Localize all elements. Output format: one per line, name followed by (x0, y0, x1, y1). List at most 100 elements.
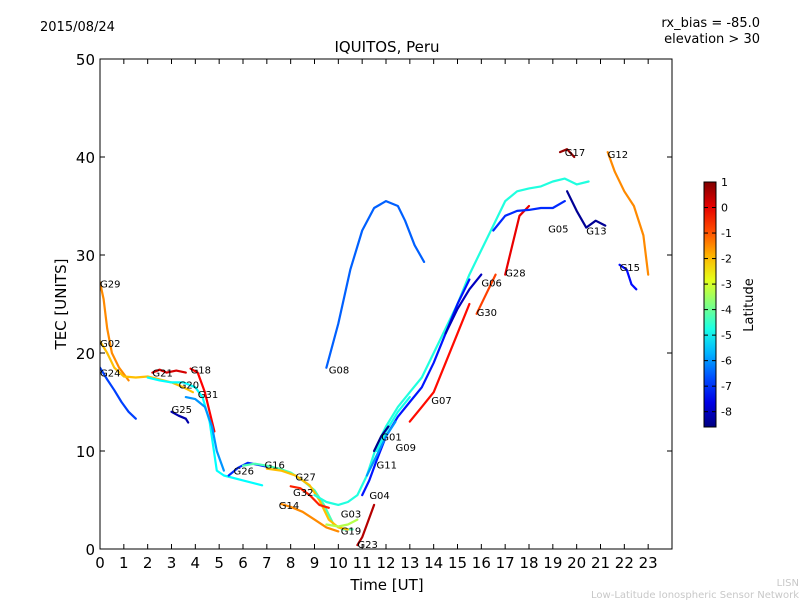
x-tick-label: 9 (310, 554, 320, 572)
series-g15-line (618, 263, 638, 291)
elevation-label: elevation > 30 (664, 32, 760, 47)
series-label-g14: G14 (279, 501, 299, 512)
x-tick-label: 2 (143, 554, 153, 572)
series-label-g32: G32 (293, 488, 313, 499)
series-g30-line (475, 273, 497, 315)
series-g07-line (408, 302, 471, 423)
footer-network: Low-Latitude Ionospheric Sensor Network (591, 590, 799, 600)
series-g32-line (289, 485, 330, 509)
x-tick-label: 11 (353, 554, 372, 572)
footer-lisn: LISN (777, 578, 799, 589)
series-label-g23: G23 (357, 540, 377, 551)
colorbar-tick-label: -2 (721, 253, 732, 266)
x-tick-label: 22 (615, 554, 634, 572)
x-tick-label: 3 (167, 554, 177, 572)
x-tick-label: 13 (400, 554, 419, 572)
series-g24-line (100, 366, 137, 420)
y-tick-label: 50 (76, 51, 95, 69)
x-tick-label: 14 (424, 554, 443, 572)
series-g17-line (558, 148, 576, 159)
series-label-g19: G19 (341, 526, 361, 537)
series-g08-line (325, 200, 426, 369)
y-tick-label: 10 (76, 443, 95, 461)
series-g05-line (492, 200, 566, 232)
series-label-g21: G21 (152, 369, 172, 380)
colorbar-tick-label: -5 (721, 329, 732, 342)
series-label-g07: G07 (431, 396, 451, 407)
series-label-g06: G06 (481, 278, 501, 289)
colorbar-tick-label: -1 (721, 227, 732, 240)
y-tick-label: 30 (76, 247, 95, 265)
series-g20-line (146, 376, 264, 487)
colorbar-tick-label: -8 (721, 406, 732, 419)
series-label-g29: G29 (100, 279, 120, 290)
colorbar-gradient (703, 181, 717, 428)
series-g09-line (375, 396, 411, 453)
series-label-g18: G18 (191, 366, 211, 377)
y-tick-label: 0 (85, 541, 95, 559)
y-tick-label: 40 (76, 149, 95, 167)
series-g19-line (325, 518, 359, 528)
series-label-g12: G12 (608, 150, 628, 161)
series-g13-line (566, 190, 607, 229)
series-label-g30: G30 (477, 308, 497, 319)
y-tick-label: 20 (76, 345, 95, 363)
x-tick-label: 8 (286, 554, 296, 572)
series-label-g27: G27 (295, 472, 315, 483)
x-tick-label: 16 (472, 554, 491, 572)
series-label-g09: G09 (396, 443, 416, 454)
x-tick-label: 0 (95, 554, 105, 572)
x-tick-label: 23 (639, 554, 658, 572)
x-tick-label: 6 (238, 554, 248, 572)
chart-title: IQUITOS, Peru (334, 38, 439, 56)
x-tick-label: 4 (191, 554, 201, 572)
series-label-g17: G17 (565, 148, 585, 159)
colorbar-label: Latitude (742, 278, 757, 332)
colorbar-tick-label: -7 (721, 380, 732, 393)
series-label-g01: G01 (381, 432, 401, 443)
x-tick-label: 7 (262, 554, 272, 572)
series-label-g16: G16 (264, 461, 284, 472)
colorbar-tick-label: 1 (721, 176, 728, 189)
series-g03-line (313, 177, 590, 506)
series-label-g25: G25 (172, 405, 192, 416)
plot-frame (99, 58, 673, 550)
colorbar-tick-label: -4 (721, 304, 732, 317)
x-tick-label: 18 (519, 554, 538, 572)
x-tick-label: 17 (496, 554, 515, 572)
series-label-g11: G11 (376, 461, 396, 472)
series-g25-line (170, 410, 190, 424)
series-label-g02: G02 (100, 339, 120, 350)
series-label-g08: G08 (329, 366, 349, 377)
series-label-g15: G15 (620, 263, 640, 274)
series-g02-line (100, 340, 194, 394)
series-g12-line (606, 151, 650, 276)
series-g31-line (184, 396, 225, 472)
series-label-g04: G04 (369, 491, 389, 502)
y-axis-label: TEC [UNITS] (52, 259, 70, 351)
colorbar-tick-label: 0 (721, 202, 728, 215)
series-g06-line (444, 273, 483, 335)
series-g18-line (189, 367, 216, 433)
series-g11-line (365, 420, 397, 477)
series-g23-line (356, 503, 376, 547)
x-tick-label: 10 (329, 554, 348, 572)
x-tick-label: 15 (448, 554, 467, 572)
colorbar-tick-label: -6 (721, 355, 732, 368)
series-g21-line (151, 368, 187, 374)
x-tick-label: 21 (591, 554, 610, 572)
series-g14-line (280, 502, 340, 533)
x-axis-label: Time [UT] (349, 576, 423, 594)
series-label-g03: G03 (341, 510, 361, 521)
series-label-g28: G28 (505, 269, 525, 280)
series-label-g26: G26 (233, 467, 253, 478)
x-tick-label: 5 (214, 554, 224, 572)
series-label-g24: G24 (100, 369, 120, 380)
series-g29-line (100, 281, 130, 382)
series-label-g05: G05 (548, 225, 568, 236)
series-g01-line (373, 425, 390, 453)
x-tick-label: 19 (543, 554, 562, 572)
colorbar-tick-label: -3 (721, 278, 732, 291)
series-label-g31: G31 (198, 390, 218, 401)
